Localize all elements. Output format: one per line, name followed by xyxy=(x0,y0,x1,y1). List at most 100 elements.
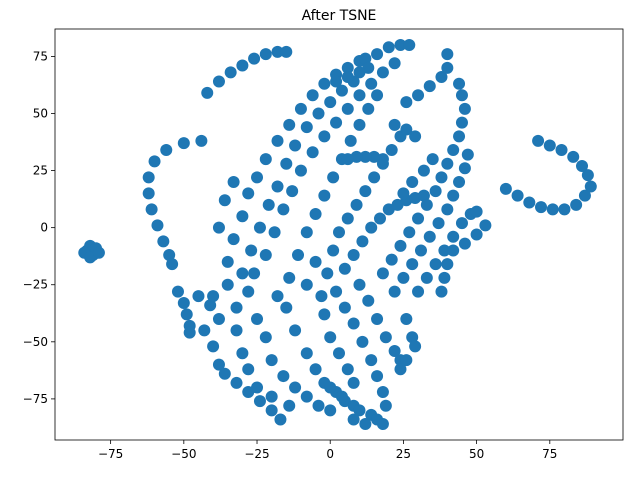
scatter-point xyxy=(441,48,454,61)
y-tick-label: −50 xyxy=(23,335,48,349)
scatter-point xyxy=(224,66,237,79)
scatter-point xyxy=(324,381,337,394)
scatter-point xyxy=(435,171,448,184)
scatter-point xyxy=(394,239,407,252)
scatter-point xyxy=(420,198,433,211)
scatter-point xyxy=(259,249,272,262)
scatter-point xyxy=(576,160,589,172)
scatter-point xyxy=(470,205,483,218)
scatter-point xyxy=(376,66,389,79)
scatter-point xyxy=(535,201,548,214)
scatter-point xyxy=(581,169,594,182)
scatter-point xyxy=(455,217,468,230)
scatter-point xyxy=(429,185,442,198)
scatter-point xyxy=(218,367,231,380)
scatter-point xyxy=(333,347,345,360)
scatter-point xyxy=(335,84,348,97)
scatter-point xyxy=(385,253,398,266)
scatter-point xyxy=(265,390,278,403)
scatter-point xyxy=(280,157,293,170)
scatter-point xyxy=(412,285,425,298)
scatter-point xyxy=(253,221,266,234)
scatter-point xyxy=(321,267,334,280)
scatter-point xyxy=(406,258,419,271)
scatter-point xyxy=(212,221,225,234)
scatter-point xyxy=(192,290,205,303)
scatter-point xyxy=(356,335,369,348)
scatter-point xyxy=(447,244,460,257)
scatter-point xyxy=(400,354,413,367)
scatter-point xyxy=(558,203,571,216)
scatter-point xyxy=(359,150,372,163)
scatter-point xyxy=(306,89,319,102)
scatter-point xyxy=(251,312,264,325)
scatter-point xyxy=(426,153,439,166)
scatter-point xyxy=(400,123,413,136)
scatter-point xyxy=(207,290,220,303)
scatter-point xyxy=(221,278,234,291)
scatter-point xyxy=(341,102,354,115)
scatter-point xyxy=(400,312,413,325)
x-tick-label: 50 xyxy=(469,447,484,461)
scatter-point xyxy=(294,102,307,115)
scatter-point xyxy=(289,324,302,337)
scatter-point xyxy=(414,244,427,257)
scatter-point xyxy=(458,237,471,250)
scatter-point xyxy=(403,226,416,239)
scatter-point xyxy=(180,308,193,321)
scatter-point xyxy=(245,244,258,257)
scatter-point xyxy=(212,312,225,325)
y-tick-label: 50 xyxy=(33,106,48,120)
scatter-point xyxy=(283,118,296,131)
scatter-point xyxy=(397,271,410,284)
scatter-point xyxy=(365,77,378,90)
scatter-point xyxy=(183,326,196,339)
scatter-point xyxy=(227,175,240,188)
scatter-point xyxy=(371,89,384,102)
scatter-point xyxy=(300,121,313,134)
scatter-point xyxy=(198,324,211,337)
scatter-point xyxy=(423,80,436,93)
scatter-point xyxy=(333,226,345,239)
scatter-point xyxy=(277,203,290,216)
x-tick-label: 0 xyxy=(326,447,334,461)
scatter-point xyxy=(148,155,161,168)
scatter-point xyxy=(362,102,375,115)
y-tick-label: 25 xyxy=(33,164,48,178)
x-tick-label: −75 xyxy=(98,447,123,461)
scatter-point xyxy=(409,130,422,143)
scatter-point xyxy=(151,219,164,232)
scatter-point xyxy=(341,70,354,83)
scatter-point xyxy=(371,312,384,325)
scatter-point xyxy=(341,153,354,166)
scatter-point xyxy=(171,285,184,298)
scatter-point xyxy=(212,75,225,88)
scatter-point xyxy=(570,198,583,211)
x-tick-label: −25 xyxy=(244,447,269,461)
scatter-point xyxy=(455,116,468,129)
scatter-point xyxy=(236,347,249,360)
scatter-point xyxy=(259,331,272,344)
scatter-point xyxy=(309,363,322,376)
scatter-point xyxy=(441,157,454,170)
scatter-point xyxy=(412,89,425,102)
scatter-point xyxy=(578,189,591,202)
scatter-point xyxy=(420,271,433,284)
y-axis-ticks: −75 −50 −25 0 25 50 75 xyxy=(23,49,55,406)
y-tick-label: −75 xyxy=(23,392,48,406)
scatter-point xyxy=(312,107,325,120)
scatter-point xyxy=(347,317,360,330)
scatter-point xyxy=(567,150,580,163)
scatter-point xyxy=(160,144,173,157)
scatter-point xyxy=(453,130,466,143)
scatter-point xyxy=(283,399,296,412)
scatter-point xyxy=(350,198,363,211)
y-tick-label: −25 xyxy=(23,278,48,292)
scatter-point xyxy=(371,370,384,383)
scatter-point xyxy=(394,38,407,51)
scatter-point xyxy=(417,189,430,202)
scatter-point xyxy=(274,413,287,426)
scatter-point xyxy=(253,395,266,408)
scatter-point xyxy=(300,390,313,403)
scatter-point xyxy=(453,77,466,90)
